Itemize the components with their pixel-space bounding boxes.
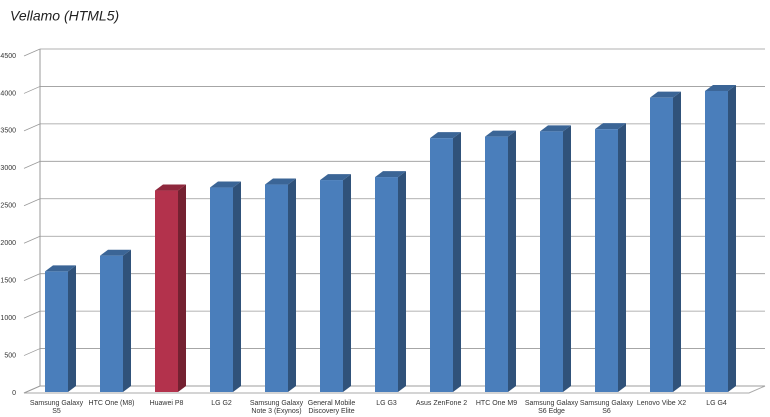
y-tick-label: 0 (12, 390, 16, 397)
bar (650, 97, 673, 392)
x-tick-label: Asus ZenFone 2 (415, 400, 468, 407)
x-tick-label: General Mobile Discovery Elite (307, 400, 356, 415)
bar-top (45, 265, 76, 272)
grid-line (23, 86, 41, 94)
bar (485, 136, 508, 392)
bar (375, 177, 398, 392)
grid-line (23, 235, 41, 244)
bar-top (540, 125, 571, 132)
bar-side (123, 249, 131, 392)
bar-side (508, 130, 516, 392)
y-tick-label: 4000 (0, 90, 16, 97)
bar (430, 138, 453, 392)
bar-top (485, 130, 516, 137)
bar (210, 187, 233, 392)
grid-line (23, 48, 41, 57)
x-tick-label: Samsung Galaxy S6 (579, 400, 634, 415)
x-tick-label: Samsung Galaxy S5 (29, 400, 84, 415)
bar-top (100, 249, 131, 256)
x-tick-label: LG G2 (211, 400, 232, 407)
bar-side (563, 125, 571, 393)
bar-side (453, 132, 461, 393)
bar-top (650, 91, 681, 98)
grid-line (23, 123, 41, 132)
bar-top (595, 123, 626, 130)
bar (595, 129, 618, 392)
bar-top (155, 184, 186, 191)
bar (45, 271, 68, 392)
bar (100, 255, 123, 392)
grid-line (23, 310, 41, 319)
bar-top (320, 174, 351, 181)
y-tick-label: 1000 (0, 315, 16, 322)
y-tick-label: 3500 (0, 128, 16, 135)
bar-top (375, 171, 406, 178)
y-tick-label: 2000 (0, 240, 16, 247)
grid-line (23, 385, 41, 394)
x-tick-label: Samsung Galaxy Note 3 (Exynos) (249, 400, 304, 415)
bar (320, 180, 343, 392)
grid-line (23, 198, 41, 207)
chart-title: Vellamo (HTML5) (10, 8, 119, 24)
x-tick-label: LG G4 (706, 400, 727, 407)
bar-top (265, 178, 296, 185)
y-tick-label: 500 (4, 352, 16, 359)
bar-top (430, 132, 461, 139)
bar-side (178, 184, 186, 392)
y-tick-label: 3000 (0, 165, 16, 172)
bar-side (398, 171, 406, 392)
x-tick-label: LG G3 (376, 400, 397, 407)
x-tick-label: Lenovo Vibe X2 (636, 400, 687, 407)
y-tick-label: 1500 (0, 278, 16, 285)
bar-top (210, 181, 241, 188)
x-tick-label: Samsung Galaxy S6 Edge (524, 400, 579, 415)
x-tick-label: HTC One M9 (475, 400, 518, 407)
bar (540, 131, 563, 393)
bar (155, 190, 178, 392)
grid-line (23, 273, 41, 282)
bar-side (728, 84, 736, 393)
x-tick-label: Huawei P8 (149, 400, 184, 407)
bar (705, 90, 728, 393)
x-tick-label: HTC One (M8) (88, 400, 135, 407)
bar-side (618, 123, 626, 392)
bar-side (343, 174, 351, 392)
bar (265, 184, 288, 392)
bar-side (288, 178, 296, 392)
bar-side (68, 265, 76, 392)
grid-line (23, 160, 41, 169)
grid-line (23, 348, 41, 356)
bar-side (673, 91, 681, 392)
bar-top (705, 84, 736, 91)
bar-side (233, 181, 241, 392)
y-tick-label: 4500 (0, 53, 16, 60)
y-tick-label: 2500 (0, 203, 16, 210)
